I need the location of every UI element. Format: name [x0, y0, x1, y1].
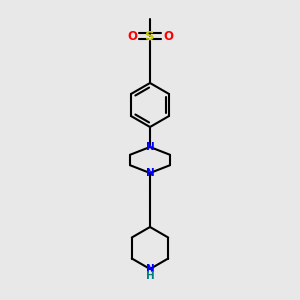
Text: S: S: [145, 29, 155, 43]
Text: O: O: [163, 29, 173, 43]
Text: N: N: [146, 142, 154, 152]
Text: N: N: [146, 168, 154, 178]
Text: O: O: [127, 29, 137, 43]
Text: N: N: [146, 264, 154, 274]
Text: H: H: [146, 271, 154, 281]
